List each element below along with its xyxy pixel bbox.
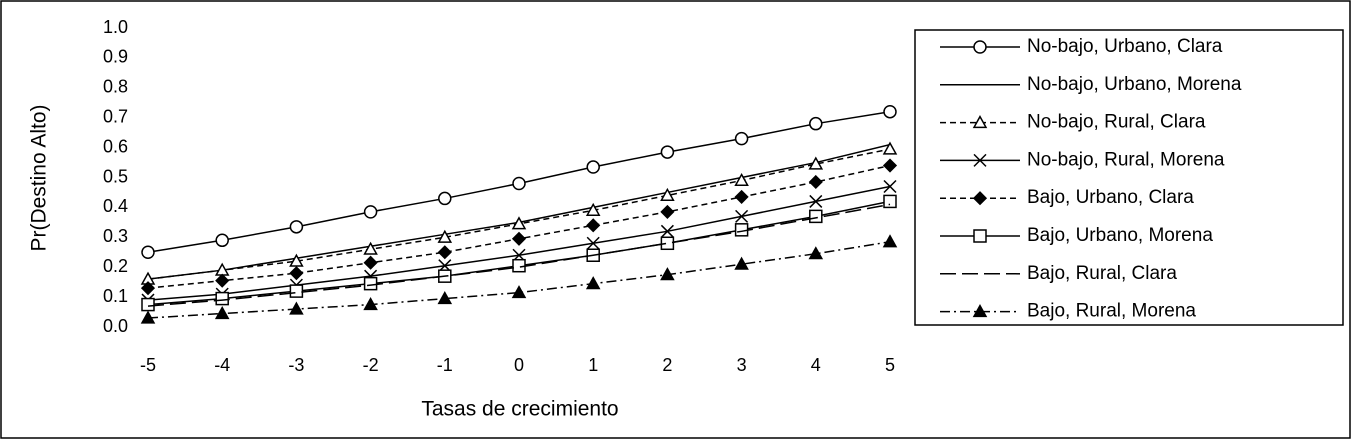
marker	[215, 273, 230, 288]
legend-label: Bajo, Rural, Clara	[1027, 263, 1177, 284]
x-tick-label: -1	[437, 355, 453, 375]
marker	[660, 236, 675, 251]
legend-label: No-bajo, Rural, Clara	[1027, 112, 1206, 133]
marker	[660, 145, 675, 159]
y-tick-label: 0.8	[103, 77, 128, 97]
x-axis-title: Tasas de crecimiento	[421, 398, 618, 421]
marker	[734, 131, 749, 146]
marker	[882, 234, 898, 248]
x-tick-label: -2	[363, 355, 379, 375]
marker	[140, 281, 156, 296]
marker	[735, 209, 749, 223]
legend-label: No-bajo, Urbano, Morena	[1027, 74, 1242, 95]
marker	[141, 297, 155, 312]
x-tick-label: -4	[214, 355, 230, 375]
y-tick-label: 0.1	[103, 286, 128, 306]
marker	[660, 204, 675, 219]
marker	[140, 310, 156, 324]
marker	[511, 285, 527, 299]
marker	[438, 191, 452, 206]
marker	[437, 245, 452, 260]
marker	[734, 189, 749, 204]
marker	[511, 231, 527, 246]
marker	[289, 301, 304, 315]
marker	[809, 209, 823, 224]
marker	[363, 241, 378, 255]
y-tick-label: 0.4	[103, 196, 128, 216]
marker	[808, 174, 823, 190]
marker	[586, 218, 601, 233]
marker	[215, 233, 229, 248]
marker	[214, 306, 230, 320]
marker	[585, 202, 601, 216]
marker	[734, 256, 749, 270]
legend-label: Bajo, Urbano, Clara	[1027, 187, 1194, 208]
series-line	[147, 203, 891, 307]
marker	[363, 276, 378, 291]
y-tick-label: 0.2	[103, 256, 128, 276]
y-tick-label: 0.7	[103, 106, 128, 126]
marker	[512, 258, 526, 273]
marker	[586, 160, 600, 174]
marker	[289, 220, 304, 234]
marker	[660, 187, 675, 201]
legend-label: No-bajo, Rural, Morena	[1027, 149, 1225, 170]
marker	[586, 236, 600, 250]
marker	[808, 156, 824, 170]
marker	[437, 229, 453, 243]
legend-marker	[972, 115, 988, 129]
y-tick-label: 0.3	[103, 226, 128, 246]
series-line	[147, 241, 891, 319]
marker	[808, 246, 824, 260]
y-tick-label: 0.5	[103, 166, 128, 186]
marker	[882, 158, 898, 173]
legend-marker	[973, 229, 987, 243]
legend-marker	[973, 153, 987, 167]
legend-label: Bajo, Rural, Morena	[1027, 301, 1196, 322]
marker	[363, 205, 378, 219]
marker	[141, 245, 155, 259]
marker	[809, 116, 823, 131]
x-tick-label: 2	[662, 355, 672, 375]
x-tick-label: 0	[514, 355, 524, 375]
x-tick-label: 4	[811, 355, 821, 375]
y-axis-title: Pr(Destino Alto)	[28, 104, 51, 251]
legend-marker	[972, 304, 988, 318]
marker	[289, 266, 304, 281]
x-tick-label: 5	[885, 355, 895, 375]
marker	[512, 176, 526, 191]
marker	[660, 267, 675, 281]
y-tick-label: 0.9	[103, 47, 128, 67]
marker	[883, 179, 897, 194]
legend-label: No-bajo, Urbano, Clara	[1027, 36, 1223, 57]
legend-label: Bajo, Urbano, Morena	[1027, 225, 1213, 246]
marker	[289, 284, 304, 298]
marker	[660, 224, 674, 238]
marker	[511, 216, 527, 230]
y-tick-label: 1.0	[103, 17, 128, 37]
marker	[215, 291, 229, 306]
marker	[289, 253, 304, 267]
y-tick-label: 0.0	[103, 316, 128, 336]
marker	[585, 276, 601, 290]
legend-marker	[972, 191, 988, 206]
x-tick-label: 3	[737, 355, 747, 375]
marker	[734, 172, 749, 187]
marker	[883, 104, 897, 119]
marker	[363, 297, 378, 311]
legend-marker	[973, 40, 987, 54]
y-tick-label: 0.6	[103, 136, 128, 156]
x-tick-label: 1	[588, 355, 598, 375]
marker	[437, 291, 453, 305]
x-tick-label: -3	[288, 355, 304, 375]
marker	[363, 255, 378, 270]
marker	[809, 194, 823, 208]
marker	[883, 194, 897, 209]
legend-box	[914, 29, 1344, 326]
marker	[882, 141, 898, 155]
x-tick-label: -5	[140, 355, 156, 375]
